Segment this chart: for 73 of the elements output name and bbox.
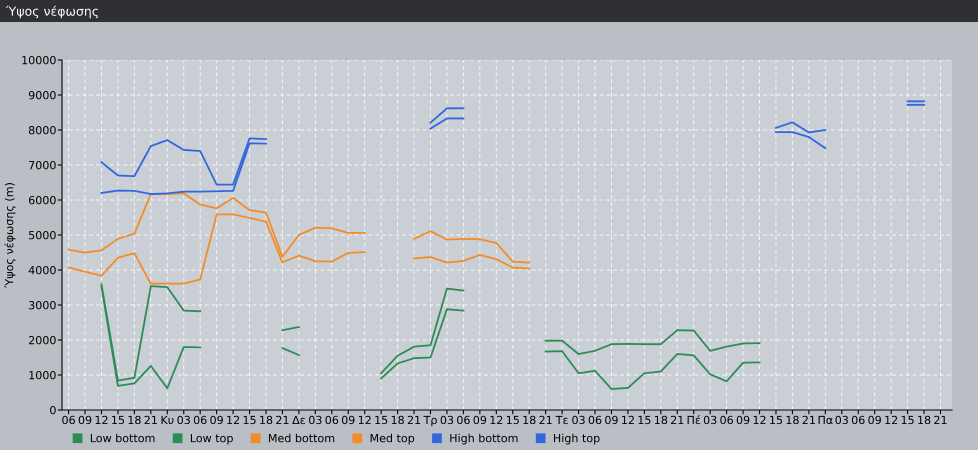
x-tick-label: 03	[440, 416, 454, 424]
x-tick-label: 18	[260, 416, 272, 424]
x-tick-label: 18	[654, 416, 668, 424]
chart-title: Ύψος νέφωσης	[6, 6, 98, 18]
x-tick-label: 21	[802, 416, 815, 424]
x-tick-label: 03	[309, 416, 322, 424]
y-axis-title: Ύψος νέφωσης (m)	[4, 183, 16, 288]
x-tick-label: Τρ	[424, 416, 437, 426]
x-tick-label: 18	[523, 416, 536, 424]
x-tick-label: 15	[375, 416, 388, 424]
y-tick-label: 9000	[28, 90, 56, 100]
x-tick-label: 06	[588, 416, 602, 424]
x-tick-label: 18	[918, 416, 930, 424]
x-tick-label: 06	[325, 416, 338, 424]
y-tick-label: 1000	[29, 370, 56, 380]
x-tick-label: 21	[408, 416, 420, 424]
y-tick-label: 0	[50, 406, 56, 414]
x-tick-label: 18	[786, 416, 799, 424]
legend-label: Med top	[370, 434, 414, 444]
y-tick-label: 5000	[29, 230, 56, 240]
x-tick-label: Πα	[818, 416, 833, 424]
x-tick-label: 09	[868, 416, 881, 424]
x-tick-label: 21	[671, 416, 684, 424]
x-tick-label: 15	[112, 416, 124, 424]
x-tick-label: 12	[358, 416, 371, 424]
x-tick-label: 12	[754, 416, 766, 424]
x-tick-label: 06	[194, 416, 207, 424]
x-tick-label: 06	[720, 416, 733, 424]
x-tick-label: 18	[128, 416, 141, 424]
legend-label: Low bottom	[90, 434, 154, 442]
x-tick-label: 09	[605, 416, 618, 424]
x-tick-label: 03	[835, 416, 848, 424]
x-tick-label: 03	[177, 416, 190, 424]
y-tick-label: 8000	[28, 126, 56, 134]
x-tick-label: 09	[342, 416, 355, 424]
legend-label: Low top	[190, 434, 233, 444]
x-tick-label: Τε	[556, 416, 568, 424]
y-tick-label: 4000	[28, 266, 56, 274]
x-tick-label: 12	[96, 416, 108, 424]
legend-label: Med bottom	[268, 434, 334, 442]
x-tick-label: 03	[704, 416, 716, 424]
x-tick-label: Κυ	[162, 416, 174, 424]
x-tick-label: 15	[770, 416, 782, 424]
x-tick-label: 21	[934, 416, 947, 424]
x-tick-label: 21	[144, 416, 157, 424]
y-tick-label: 7000	[29, 160, 56, 170]
x-tick-label: 09	[210, 416, 223, 424]
x-tick-label: 21	[276, 416, 288, 424]
x-tick-label: 15	[902, 416, 914, 424]
x-tick-label: 18	[392, 416, 404, 424]
x-tick-label: 03	[572, 416, 585, 424]
x-tick-label: Δε	[292, 416, 305, 424]
y-tick-label: 2000	[28, 336, 56, 344]
legend-label: High top	[554, 434, 600, 444]
x-tick-label: 09	[474, 416, 486, 424]
x-tick-label: 12	[227, 416, 240, 424]
x-tick-label: 21	[539, 416, 552, 424]
y-tick-label: 10000	[22, 56, 56, 64]
x-tick-label: 15	[638, 416, 650, 424]
y-tick-label: 3000	[29, 300, 56, 310]
x-tick-label: 15	[244, 416, 256, 424]
x-tick-label: 06	[457, 416, 470, 424]
x-tick-label: 09	[736, 416, 750, 424]
x-tick-label: 12	[490, 416, 502, 424]
legend-label: High bottom	[450, 434, 518, 444]
x-tick-label: 12	[885, 416, 898, 424]
x-tick-label: 06	[62, 416, 75, 424]
x-tick-label: 15	[506, 416, 519, 424]
y-tick-label: 6000	[28, 196, 56, 204]
x-tick-label: 09	[78, 416, 92, 424]
x-tick-label: 12	[622, 416, 634, 424]
x-tick-label: 06	[852, 416, 865, 424]
x-tick-label: Πέ	[688, 415, 700, 424]
